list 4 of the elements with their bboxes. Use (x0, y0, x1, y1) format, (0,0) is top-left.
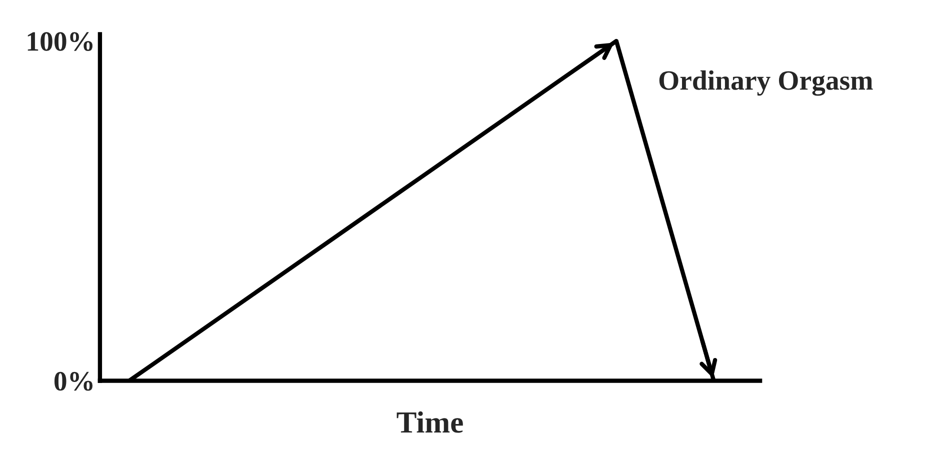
series-label: Ordinary Orgasm (659, 70, 873, 96)
y-tick-label: 0% (54, 372, 92, 391)
x-axis-title: Time (396, 411, 463, 433)
y-tick-label: 100% (28, 32, 92, 51)
